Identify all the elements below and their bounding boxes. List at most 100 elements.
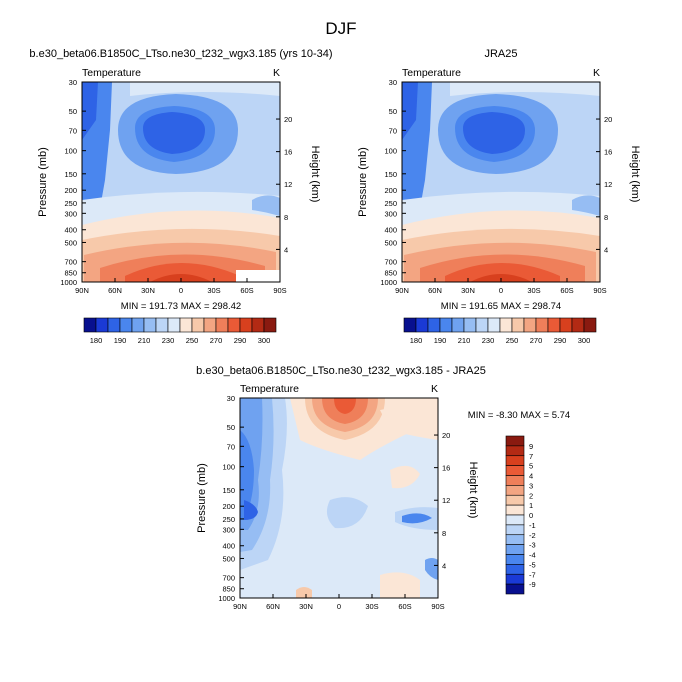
colorbar-3-label: -1 <box>529 521 536 530</box>
panel-3-xtick-label: 30N <box>299 602 313 611</box>
panel-3-ytick-label: 200 <box>222 502 235 511</box>
panel-2-xtick-label: 30N <box>461 286 475 295</box>
colorbar-3-swatch <box>505 435 525 447</box>
panel-2-ytick-label: 100 <box>384 147 397 156</box>
panel-3-xtick-label: 60N <box>266 602 280 611</box>
panel-2-ytick-label: 200 <box>384 186 397 195</box>
panel-1-rtick-label: 16 <box>284 148 292 157</box>
colorbar-3-swatch <box>505 534 525 545</box>
colorbar-2-swatch <box>439 317 453 333</box>
panel-1-ytick-label: 30 <box>69 78 77 87</box>
panel-3-ytick-label: 30 <box>227 394 235 403</box>
panel-1-xtick-label: 30S <box>207 286 220 295</box>
panel-3-units: K <box>431 383 438 395</box>
panel-2-ytick-label: 700 <box>384 258 397 267</box>
panel-2-rtick-label: 20 <box>604 115 612 124</box>
colorbar-2-swatch <box>403 317 417 333</box>
colorbar-1-swatch <box>203 317 217 333</box>
panel-3-xtick-label: 0 <box>337 602 341 611</box>
panel-1-ytick-label: 1000 <box>60 278 77 287</box>
colorbar-3-label: 3 <box>529 481 533 490</box>
panel-1-ytick-label: 850 <box>64 269 77 278</box>
colorbar-3-swatch <box>505 554 525 565</box>
colorbar-3-swatch <box>505 564 525 575</box>
colorbar-1-label: 190 <box>114 336 127 345</box>
colorbar-1-swatch <box>215 317 229 333</box>
panel-1-ytick-label: 250 <box>64 199 77 208</box>
panel-1-xtick-label: 60N <box>108 286 122 295</box>
colorbar-1-swatch <box>131 317 145 333</box>
colorbar-1-label: 300 <box>258 336 271 345</box>
panel-3-xtick-label: 60S <box>398 602 411 611</box>
colorbar-3-label: 1 <box>529 501 533 510</box>
panel-1-rtick-label: 4 <box>284 245 288 254</box>
panel-1-ytick-label: 70 <box>69 126 77 135</box>
panel-2-rtick-label: 12 <box>604 180 612 189</box>
panel-obs: JRA25 Temperature K Pressure (mb) Height… <box>357 48 641 345</box>
colorbar-1-label: 270 <box>210 336 223 345</box>
colorbar-3-swatch <box>505 583 525 595</box>
colorbar-2-label: 290 <box>554 336 567 345</box>
panel-2-ytick-label: 850 <box>384 269 397 278</box>
panel-2-xtick-label: 90S <box>593 286 606 295</box>
colorbar-1-swatch <box>143 317 157 333</box>
colorbar-1-swatch <box>239 317 253 333</box>
colorbar-1-swatch <box>191 317 205 333</box>
panel-1-xtick-label: 90N <box>75 286 89 295</box>
panel-2-rtick-label: 8 <box>604 213 608 222</box>
panel-1-variable: Temperature <box>82 67 141 79</box>
panel-3-rtick-label: 12 <box>442 496 450 505</box>
colorbar-1-swatch <box>95 317 109 333</box>
colorbar-2-swatch <box>523 317 537 333</box>
colorbar-1-swatch <box>251 317 265 333</box>
panel-2-ytick-label: 300 <box>384 209 397 218</box>
panel-2-ytick-label: 250 <box>384 199 397 208</box>
panel-3-ytick-label: 70 <box>227 442 235 451</box>
panel-1-xtick-label: 30N <box>141 286 155 295</box>
colorbar-1-swatch <box>155 317 169 333</box>
colorbar-2-swatch <box>451 317 465 333</box>
colorbar-1-swatch <box>263 317 277 333</box>
colorbar-2-swatch <box>499 317 513 333</box>
panel-3-ytick-label: 100 <box>222 463 235 472</box>
colorbar-2-swatch <box>535 317 549 333</box>
colorbar-1-swatch <box>227 317 241 333</box>
panel-3-rtick-label: 8 <box>442 529 446 538</box>
panel-1-ytick-label: 300 <box>64 209 77 218</box>
colorbar-2-label: 230 <box>482 336 495 345</box>
colorbar-3-label: -3 <box>529 541 536 550</box>
colorbar-2-swatch <box>427 317 441 333</box>
panel-3-ytick-label: 1000 <box>218 594 235 603</box>
colorbar-2-label: 270 <box>530 336 543 345</box>
colorbar-3-swatch <box>505 544 525 555</box>
panel-2-ytick-label: 400 <box>384 226 397 235</box>
colorbar-2-swatch <box>475 317 489 333</box>
panel-2-ytick-label: 30 <box>389 78 397 87</box>
panel-1-ytick-label: 100 <box>64 147 77 156</box>
panel-1-rtick-label: 20 <box>284 115 292 124</box>
panel-1-ytick-label: 150 <box>64 170 77 179</box>
panel-model: b.e30_beta06.B1850C_LTso.ne30_t232_wgx3.… <box>29 48 332 345</box>
colorbar-1-swatch <box>107 317 121 333</box>
panel-3-ytick-label: 50 <box>227 423 235 432</box>
panel-3-xtick-label: 30S <box>365 602 378 611</box>
panel-3-ylabel-right: Height (km) <box>467 462 479 519</box>
colorbar-3-label: 2 <box>529 491 533 500</box>
colorbar-2-swatch <box>571 317 585 333</box>
panel-3-rtick-label: 4 <box>442 561 446 570</box>
colorbar-1-label: 180 <box>90 336 103 345</box>
colorbar-3-swatch <box>505 485 525 496</box>
colorbar-1-label: 230 <box>162 336 175 345</box>
panel-1-ytick-label: 400 <box>64 226 77 235</box>
panel-1-ytick-label: 200 <box>64 186 77 195</box>
panel-3-ytick-label: 400 <box>222 542 235 551</box>
colorbar-1-swatch <box>119 317 133 333</box>
panel-2-xtick-label: 30S <box>527 286 540 295</box>
panel-2-xtick-label: 60S <box>560 286 573 295</box>
panel-1-field <box>82 82 280 282</box>
colorbar-1-swatch <box>167 317 181 333</box>
panel-2-ytick-label: 150 <box>384 170 397 179</box>
panel-2-variable: Temperature <box>402 67 461 79</box>
panel-1-ytick-label: 700 <box>64 258 77 267</box>
